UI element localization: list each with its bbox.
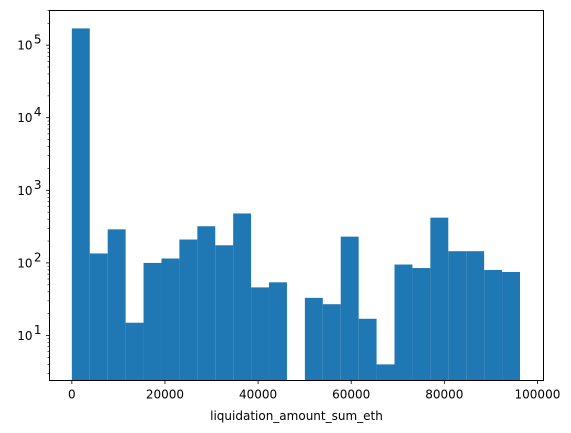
y-tick-exponent: 4 bbox=[34, 105, 42, 119]
histogram-bar bbox=[322, 304, 341, 381]
x-tick-label: 60000 bbox=[332, 388, 370, 402]
y-tick-exponent: 5 bbox=[34, 33, 42, 47]
x-tick-label: 100000 bbox=[515, 388, 561, 402]
y-tick-label: 10 bbox=[17, 39, 32, 53]
histogram-bar bbox=[89, 253, 108, 381]
histogram-bar bbox=[179, 239, 198, 381]
y-tick-label: 10 bbox=[17, 111, 32, 125]
histogram-bar bbox=[107, 229, 126, 381]
plot-frame bbox=[49, 10, 544, 381]
x-tick-label: 80000 bbox=[425, 388, 463, 402]
histogram-bar bbox=[376, 364, 395, 381]
x-tick-label: 20000 bbox=[146, 388, 184, 402]
bars-group bbox=[71, 28, 520, 381]
histogram-bar bbox=[269, 282, 287, 381]
y-tick-exponent: 3 bbox=[34, 178, 42, 192]
histogram-bar bbox=[358, 318, 377, 381]
histogram-bar bbox=[197, 226, 216, 381]
y-tick-label: 10 bbox=[17, 329, 32, 343]
histogram-bar bbox=[340, 236, 359, 381]
histogram-bar bbox=[430, 217, 449, 381]
histogram-bar bbox=[215, 245, 234, 381]
histogram-bar bbox=[466, 251, 485, 381]
histogram-bar bbox=[304, 297, 323, 381]
histogram-bar bbox=[125, 322, 144, 381]
x-axis-title: liquidation_amount_sum_eth bbox=[210, 409, 383, 423]
y-tick-exponent: 2 bbox=[34, 250, 42, 264]
histogram-bar bbox=[143, 262, 162, 381]
histogram-bar bbox=[71, 28, 90, 381]
histogram-bar bbox=[502, 271, 520, 381]
y-tick-label: 10 bbox=[17, 256, 32, 270]
histogram-bar bbox=[233, 213, 252, 381]
histogram-bar bbox=[251, 287, 270, 381]
x-tick-label: 0 bbox=[68, 388, 76, 402]
histogram-bar bbox=[161, 258, 180, 381]
histogram-bar bbox=[394, 264, 413, 381]
histogram-bar bbox=[412, 268, 431, 381]
histogram-bar bbox=[448, 251, 467, 381]
histogram-bar bbox=[484, 269, 503, 381]
y-tick-exponent: 1 bbox=[34, 323, 42, 337]
x-axis-ticks: 0 20000 40000 60000 80000 100000 bbox=[68, 380, 561, 402]
y-tick-label: 10 bbox=[17, 184, 32, 198]
x-tick-label: 40000 bbox=[239, 388, 277, 402]
